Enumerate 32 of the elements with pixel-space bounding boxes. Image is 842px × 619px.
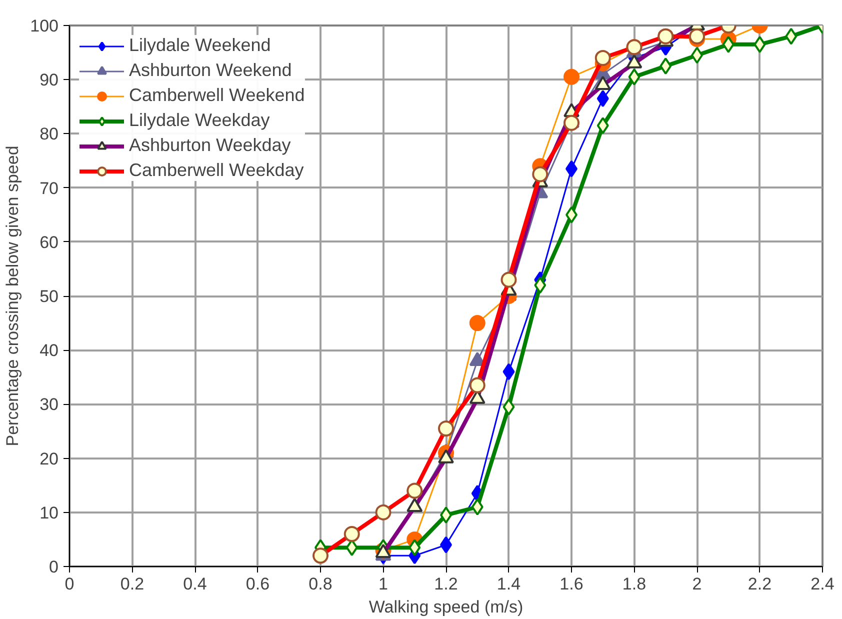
x-tick-label: 0.8 <box>308 574 332 594</box>
legend-label: Camberwell Weekday <box>129 160 304 181</box>
x-tick-label: 2 <box>692 574 702 594</box>
x-tick-label: 0 <box>64 574 74 594</box>
y-tick-label: 60 <box>40 232 59 252</box>
y-tick-label: 10 <box>40 503 59 522</box>
x-axis-title: Walking speed (m/s) <box>368 598 524 616</box>
legend-label: Ashburton Weekend <box>129 60 292 81</box>
y-tick-label: 50 <box>40 287 59 306</box>
x-tick-label: 1 <box>378 574 388 594</box>
legend-label: Lilydale Weekend <box>129 35 271 56</box>
y-tick-label: 80 <box>40 124 59 144</box>
x-tick-label: 1.2 <box>434 574 458 594</box>
y-tick-label: 90 <box>40 70 59 90</box>
x-tick-label: 1.4 <box>496 574 521 594</box>
legend-label: Lilydale Weekday <box>129 110 270 131</box>
y-axis-title: Percentage crossing below given speed <box>3 146 22 446</box>
legend-label: Camberwell Weekend <box>129 85 305 106</box>
x-tick-label: 0.2 <box>120 574 144 594</box>
x-tick-label: 1.6 <box>560 574 584 594</box>
x-tick-label: 0.6 <box>246 574 270 594</box>
x-tick-label: 2.4 <box>810 574 834 594</box>
legend-label: Ashburton Weekday <box>129 135 291 156</box>
y-tick-label: 20 <box>40 449 59 468</box>
y-tick-label: 70 <box>40 178 59 198</box>
x-tick-label: 0.4 <box>183 574 207 594</box>
y-tick-label: 0 <box>49 558 59 576</box>
y-tick-label: 30 <box>40 395 59 414</box>
y-tick-label: 40 <box>40 341 59 360</box>
x-tick-label: 1.8 <box>622 574 646 594</box>
y-tick-label: 100 <box>30 16 59 36</box>
x-tick-label: 2.2 <box>748 574 772 594</box>
